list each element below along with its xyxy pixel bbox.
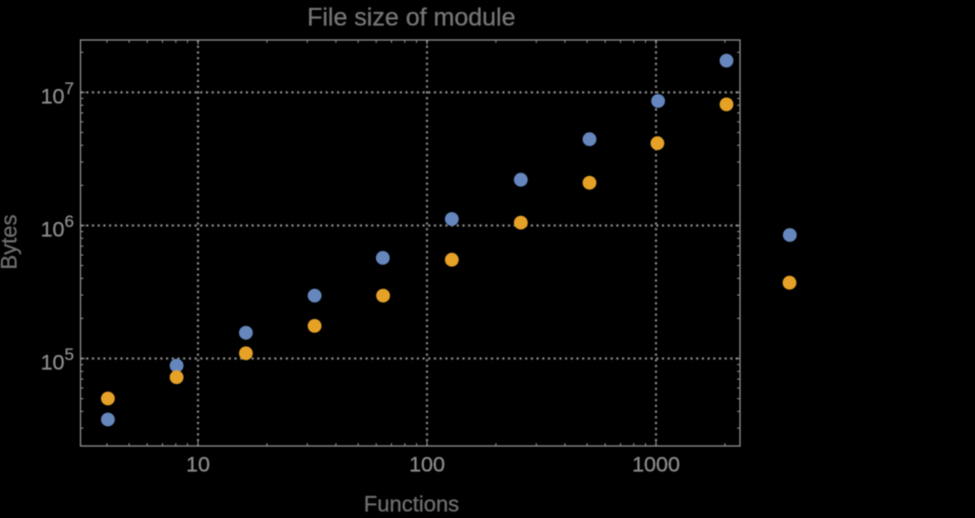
svg-text:Functions: Functions (364, 492, 459, 514)
svg-text:1000: 1000 (632, 453, 680, 477)
svg-text:10: 10 (186, 453, 210, 477)
svg-text:105: 105 (41, 345, 74, 375)
svg-text:107: 107 (41, 79, 74, 109)
svg-text:File size of module: File size of module (307, 4, 515, 32)
svg-text:Bytes: Bytes (0, 214, 22, 269)
svg-text:100: 100 (409, 453, 445, 477)
